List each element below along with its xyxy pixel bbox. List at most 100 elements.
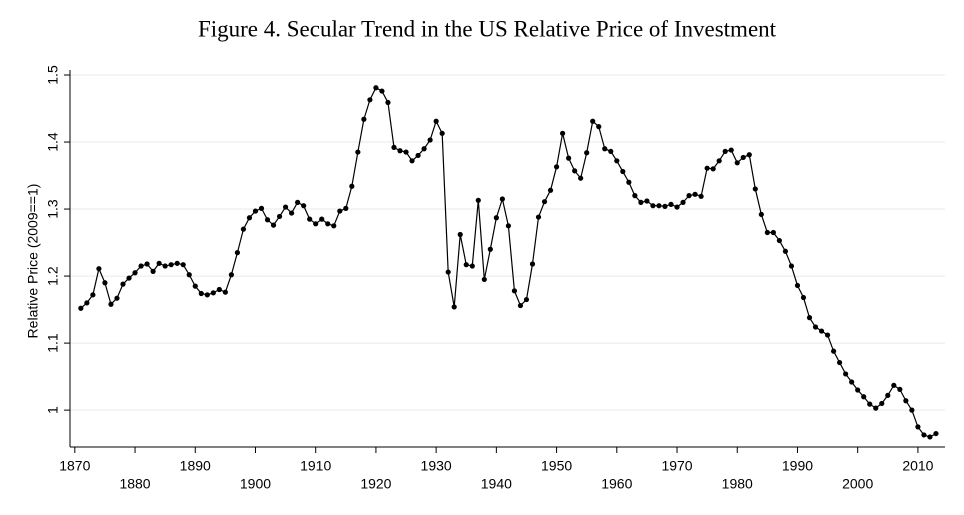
data-point [150, 268, 156, 274]
data-point [638, 199, 644, 205]
data-point [282, 204, 289, 210]
data-point [553, 164, 560, 170]
data-point [584, 150, 590, 156]
data-point [379, 88, 385, 94]
data-point [162, 263, 168, 269]
x-tick-label: 1880 [119, 476, 150, 492]
x-tick-label: 1890 [180, 458, 211, 474]
data-point [186, 272, 192, 278]
data-point [475, 197, 481, 203]
data-point [361, 116, 367, 122]
data-line [80, 86, 937, 438]
data-point [349, 183, 355, 189]
data-point [397, 148, 403, 154]
data-point [535, 214, 542, 220]
data-point [746, 152, 752, 158]
data-point [403, 149, 409, 155]
data-point [192, 283, 198, 289]
data-point [313, 221, 319, 227]
data-point [529, 261, 536, 267]
data-point [632, 193, 638, 199]
x-tick-label: 1870 [59, 458, 90, 474]
data-point [337, 208, 343, 214]
data-point [752, 186, 758, 192]
data-point [319, 216, 325, 222]
data-point [590, 118, 596, 124]
data-point [794, 282, 801, 289]
x-tick-label: 1990 [782, 458, 813, 474]
data-point [608, 148, 614, 155]
x-tick-label: 1930 [421, 458, 452, 474]
data-point [246, 215, 253, 221]
data-point [915, 424, 921, 430]
x-tick-label: 1940 [481, 476, 512, 492]
data-point [391, 144, 397, 150]
data-point [547, 187, 554, 193]
data-point [830, 348, 837, 354]
x-tick-label: 1910 [300, 458, 331, 474]
data-point [355, 149, 361, 155]
data-point [445, 269, 451, 275]
data-point [891, 382, 897, 388]
data-point [734, 160, 740, 166]
data-point [873, 405, 879, 411]
data-point [240, 226, 247, 232]
data-point [758, 211, 764, 218]
data-point [897, 386, 903, 392]
data-point [656, 203, 662, 209]
chart-title: Figure 4. Secular Trend in the US Relati… [198, 16, 777, 41]
data-point [620, 168, 626, 175]
data-point [331, 223, 337, 229]
data-point [644, 198, 650, 204]
x-tick-label: 2010 [902, 458, 933, 474]
data-point [849, 379, 855, 385]
data-point [933, 430, 939, 437]
data-point [168, 262, 174, 268]
data-point [343, 205, 349, 211]
data-point [144, 261, 150, 267]
data-point [367, 97, 373, 103]
data-point [289, 210, 295, 216]
data-point [222, 289, 228, 295]
data-point [782, 248, 789, 254]
y-tick-label: 1.4 [45, 132, 61, 152]
data-point [463, 262, 469, 268]
data-point [776, 237, 782, 244]
data-point [451, 304, 457, 310]
data-point [879, 400, 885, 407]
data-point [132, 270, 138, 276]
y-tick-label: 1.5 [45, 65, 61, 85]
data-point [698, 193, 704, 199]
y-tick-label: 1 [45, 406, 61, 414]
data-point [481, 276, 487, 283]
data-point [493, 215, 499, 221]
data-point [156, 260, 162, 266]
data-point [885, 392, 891, 398]
data-point [120, 281, 126, 287]
data-point [541, 199, 548, 205]
data-point [307, 216, 313, 222]
data-point [824, 332, 831, 338]
data-point [614, 158, 620, 164]
y-axis-label: Relative Price (2009==1) [25, 184, 41, 339]
data-point [716, 158, 722, 164]
data-point [861, 394, 867, 400]
data-point [806, 315, 813, 321]
data-point [90, 292, 96, 298]
data-point [818, 328, 825, 334]
data-point [487, 246, 493, 252]
x-tick-label: 1920 [360, 476, 391, 492]
data-point [108, 301, 114, 307]
data-point [210, 290, 216, 296]
data-point [704, 165, 710, 171]
data-point [421, 146, 427, 152]
data-point [84, 300, 90, 306]
data-point [921, 432, 927, 438]
data-point [740, 154, 746, 161]
data-point [523, 296, 530, 303]
x-tick-label: 2000 [842, 476, 873, 492]
data-point [867, 401, 873, 407]
data-point [680, 199, 686, 205]
data-point [855, 387, 861, 393]
